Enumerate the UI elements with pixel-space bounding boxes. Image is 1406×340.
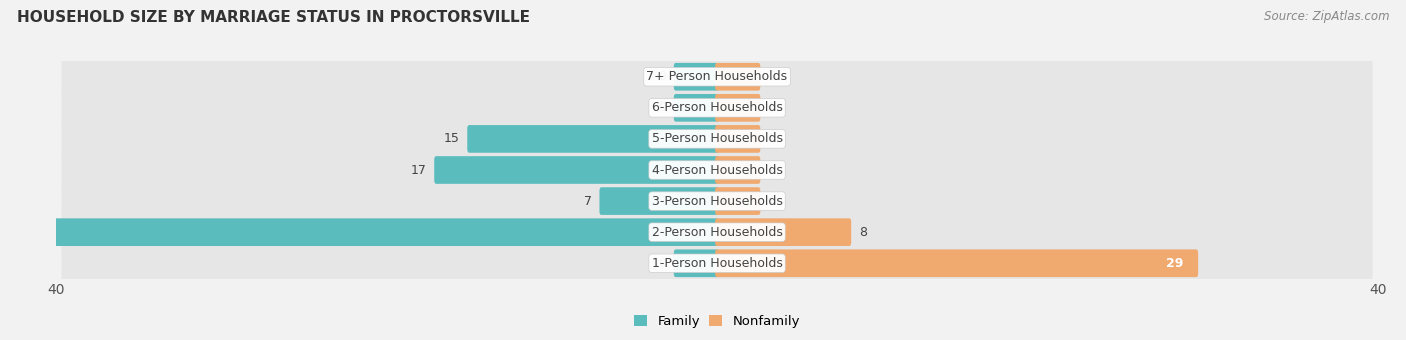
FancyBboxPatch shape xyxy=(62,57,1372,96)
FancyBboxPatch shape xyxy=(599,187,718,215)
Text: 0: 0 xyxy=(658,101,666,114)
Text: 15: 15 xyxy=(443,132,460,146)
FancyBboxPatch shape xyxy=(716,125,761,153)
Text: 0: 0 xyxy=(658,257,666,270)
Text: 1-Person Households: 1-Person Households xyxy=(651,257,783,270)
Text: 0: 0 xyxy=(768,164,776,176)
FancyBboxPatch shape xyxy=(716,218,851,246)
Text: 4-Person Households: 4-Person Households xyxy=(651,164,783,176)
FancyBboxPatch shape xyxy=(62,244,1372,283)
Text: 40: 40 xyxy=(686,226,704,239)
FancyBboxPatch shape xyxy=(716,94,761,122)
Text: HOUSEHOLD SIZE BY MARRIAGE STATUS IN PROCTORSVILLE: HOUSEHOLD SIZE BY MARRIAGE STATUS IN PRO… xyxy=(17,10,530,25)
Legend: Family, Nonfamily: Family, Nonfamily xyxy=(628,310,806,333)
FancyBboxPatch shape xyxy=(434,156,718,184)
Text: 8: 8 xyxy=(859,226,868,239)
FancyBboxPatch shape xyxy=(716,63,761,90)
Text: 5-Person Households: 5-Person Households xyxy=(651,132,783,146)
FancyBboxPatch shape xyxy=(673,63,718,90)
FancyBboxPatch shape xyxy=(62,213,1372,252)
Text: 0: 0 xyxy=(768,194,776,208)
Text: 6-Person Households: 6-Person Households xyxy=(651,101,783,114)
Text: 29: 29 xyxy=(1166,257,1182,270)
Text: 7+ Person Households: 7+ Person Households xyxy=(647,70,787,83)
Text: 0: 0 xyxy=(768,132,776,146)
Text: 0: 0 xyxy=(768,70,776,83)
FancyBboxPatch shape xyxy=(62,119,1372,158)
FancyBboxPatch shape xyxy=(716,250,1198,277)
FancyBboxPatch shape xyxy=(467,125,718,153)
FancyBboxPatch shape xyxy=(62,182,1372,221)
Text: 7: 7 xyxy=(583,194,592,208)
Text: 0: 0 xyxy=(768,101,776,114)
FancyBboxPatch shape xyxy=(673,94,718,122)
Text: Source: ZipAtlas.com: Source: ZipAtlas.com xyxy=(1264,10,1389,23)
FancyBboxPatch shape xyxy=(716,156,761,184)
FancyBboxPatch shape xyxy=(62,151,1372,189)
Text: 2-Person Households: 2-Person Households xyxy=(651,226,783,239)
FancyBboxPatch shape xyxy=(55,218,718,246)
Text: 3-Person Households: 3-Person Households xyxy=(651,194,783,208)
FancyBboxPatch shape xyxy=(673,250,718,277)
FancyBboxPatch shape xyxy=(716,187,761,215)
Text: 17: 17 xyxy=(411,164,426,176)
Text: 0: 0 xyxy=(658,70,666,83)
FancyBboxPatch shape xyxy=(62,88,1372,127)
